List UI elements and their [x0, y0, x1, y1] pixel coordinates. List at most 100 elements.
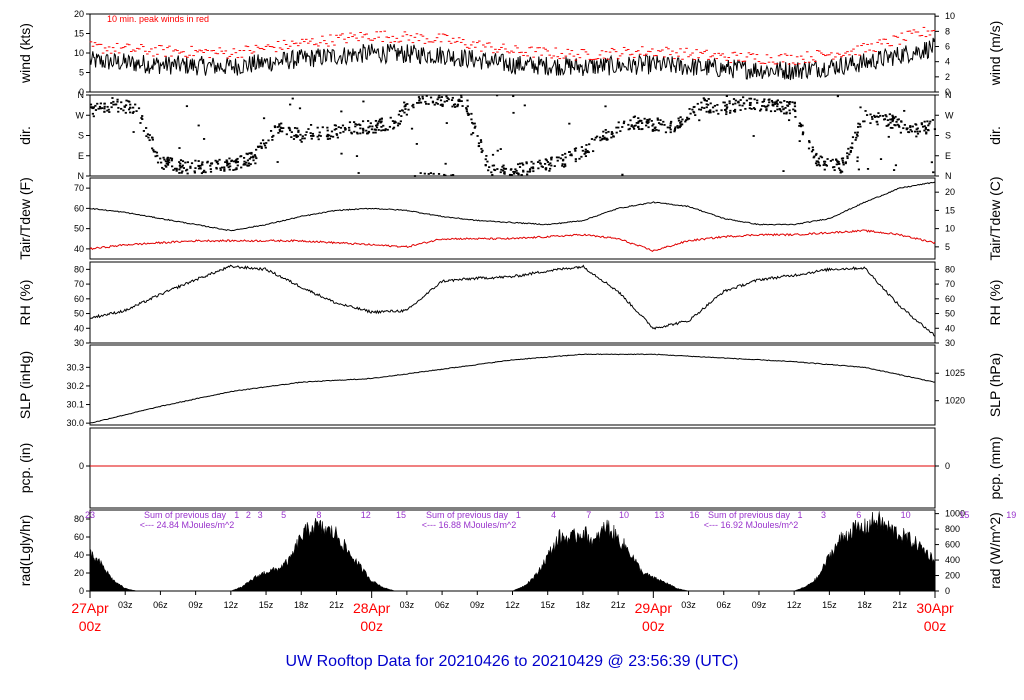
wind-ytick-right-label: 2 [945, 72, 950, 82]
dir-point [643, 117, 646, 120]
dir-point [359, 124, 362, 127]
dir-point [890, 118, 893, 121]
dir-point [206, 160, 209, 163]
dir-point [873, 116, 877, 118]
dir-panel: dir. dir.N NE ES SW WN N [17, 90, 1003, 181]
dir-point [555, 156, 559, 159]
dir-point [677, 119, 681, 122]
dir-point [91, 112, 95, 115]
rad-hour-marker: 4 [551, 510, 556, 520]
dir-point [911, 125, 914, 128]
dir-point [583, 153, 586, 155]
dir-point [310, 137, 313, 140]
dir-point [447, 98, 450, 101]
dir-point [326, 133, 329, 136]
dir-point [532, 167, 535, 170]
dir-point [918, 130, 921, 133]
dir-point [336, 136, 339, 139]
dir-point [103, 110, 106, 113]
dir-point [427, 173, 430, 175]
dir-point [239, 155, 242, 158]
dir-point [166, 163, 170, 166]
dir-point [728, 102, 731, 105]
dir-point [280, 122, 283, 125]
dir-point [470, 133, 473, 136]
dir-point [290, 131, 293, 134]
dir-point [384, 129, 387, 132]
dir-point [425, 95, 428, 97]
rh-ytick-label: 60 [74, 294, 84, 304]
dir-point [876, 123, 879, 126]
rad-hour-marker: 19 [1006, 510, 1016, 520]
dir-point [307, 128, 310, 130]
dir-point [928, 122, 931, 125]
dir-point [124, 104, 128, 107]
dir-point [512, 111, 515, 114]
slp-ylabel-right: SLP (hPa) [987, 353, 1003, 417]
dir-point [858, 123, 861, 126]
x-day-hour-label: 00z [79, 618, 102, 634]
dir-point [684, 120, 687, 123]
dir-point [750, 108, 753, 110]
dir-point [517, 173, 520, 176]
dir-point [392, 126, 396, 129]
dir-ylabel-right: dir. [987, 126, 1003, 145]
rad-hour-marker: 2 [246, 510, 251, 520]
rad-area [89, 511, 936, 592]
dir-point [771, 104, 774, 107]
rad-ytick-right-label: 800 [945, 524, 960, 534]
dir-point [245, 152, 248, 155]
dir-point [785, 111, 788, 114]
dir-point [178, 147, 181, 149]
dir-point [916, 127, 919, 130]
dir-point [450, 99, 454, 102]
dir-point [319, 135, 322, 137]
dir-point [818, 164, 822, 167]
dir-point [318, 131, 321, 134]
dir-point [500, 168, 503, 171]
dir-point [437, 173, 441, 175]
dir-point [598, 136, 602, 139]
dir-point [778, 107, 781, 110]
dir-point [829, 160, 832, 162]
dir-point [249, 163, 252, 166]
dir-point [92, 106, 95, 109]
dir-point [640, 119, 643, 122]
dir-point [728, 100, 731, 103]
dir-point [862, 120, 865, 123]
dir-point [891, 120, 894, 123]
dir-point [200, 163, 204, 166]
dir-point [759, 108, 763, 111]
dir-point [316, 135, 319, 138]
dir-point [891, 114, 894, 117]
dir-point [532, 170, 535, 173]
dir-ytick-label: E [78, 151, 84, 161]
dir-point [204, 171, 207, 174]
dir-point [445, 100, 449, 102]
dir-point [621, 173, 624, 176]
rad-hour-marker: 3 [821, 510, 826, 520]
dir-point [490, 171, 493, 174]
dir-point [931, 119, 934, 121]
dir-point [503, 167, 506, 170]
dir-point [309, 132, 312, 134]
dir-point [393, 122, 396, 124]
dir-point [295, 134, 298, 136]
dir-point [209, 168, 212, 170]
dir-point [279, 126, 282, 129]
dir-point [897, 118, 900, 121]
dir-point [215, 167, 218, 170]
dir-point [235, 168, 238, 171]
rad-ytick-right-label: 1000 [945, 509, 965, 519]
dir-point [278, 130, 282, 133]
dir-point [446, 97, 449, 99]
pcp-ylabel: pcp. (in) [17, 443, 33, 494]
dir-point [189, 167, 192, 169]
temp-ytick-label: 70 [74, 183, 84, 193]
temp-panel: Tair/Tdew (F) Tair/Tdew (C) 40 50 60 70 5 10 15 2… [17, 176, 1003, 260]
dir-point [152, 149, 155, 151]
dir-point [272, 134, 275, 137]
rad-hour-marker: 1 [798, 510, 803, 520]
dir-point [894, 164, 898, 167]
dir-point [627, 128, 630, 131]
